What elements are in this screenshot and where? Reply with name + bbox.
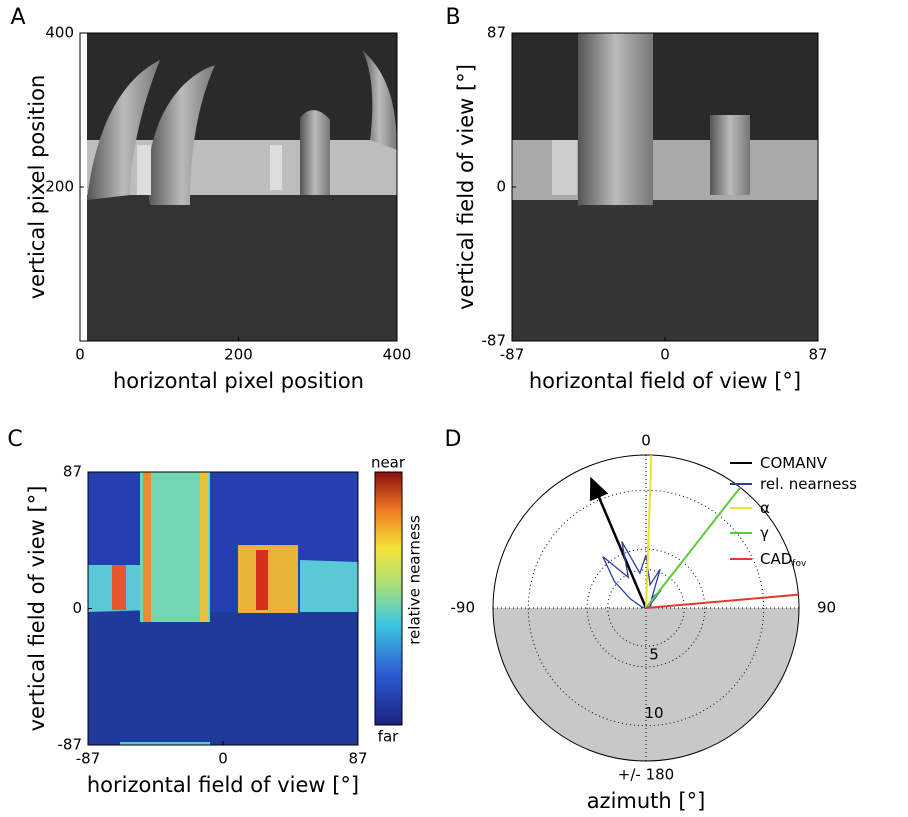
x-tick-label: 400: [383, 346, 412, 364]
y-tick-label: 400: [45, 24, 74, 42]
x-tick-label: 0: [218, 750, 228, 768]
legend-subscript: fov: [792, 559, 807, 569]
panel-letter: D: [445, 427, 462, 452]
scene-image: [512, 33, 818, 341]
colorbar-high-label: near: [371, 454, 406, 472]
vector-line: [646, 487, 740, 608]
y-axis-label: vertical field of view [°]: [454, 64, 478, 310]
vector-line: [591, 479, 646, 608]
page: {"chart_data": [ {"type": "image", "pane…: [0, 0, 908, 817]
x-tick-label: 0: [75, 346, 85, 364]
x-axis-label: horizontal field of view [°]: [87, 773, 359, 797]
legend-label: COMANV: [760, 454, 828, 472]
y-axis-label: vertical field of view [°]: [25, 486, 49, 732]
legend-name: COMANV: [760, 454, 828, 472]
legend-label: rel. nearness: [760, 475, 857, 493]
panel-letter: C: [7, 427, 22, 452]
legend-name: rel. nearness: [760, 475, 857, 493]
panel-letter: B: [445, 5, 460, 30]
x-axis-label: horizontal pixel position: [113, 369, 364, 393]
x-tick-label: 200: [224, 346, 253, 364]
y-tick-label: -87: [58, 736, 83, 754]
y-tick-label: 87: [487, 24, 506, 42]
legend-label: α: [760, 499, 770, 517]
angle-tick-label: -90: [451, 599, 476, 617]
y-axis-label: vertical pixel position: [25, 75, 49, 300]
angle-tick-label: +/- 180: [618, 766, 674, 784]
y-tick-label: 87: [63, 463, 82, 481]
y-tick-label: 200: [45, 178, 74, 196]
vector-line: [646, 595, 798, 608]
x-tick-label: 0: [660, 346, 670, 364]
r-tick-label: 10: [644, 704, 663, 722]
legend-name: γ: [760, 524, 769, 542]
scene-image: [87, 33, 397, 341]
legend-name: α: [760, 499, 770, 517]
y-tick-label: 0: [496, 178, 506, 196]
legend-label: γ: [760, 524, 769, 542]
body: A 0 200 400 200 400 horizontal pixel position v…: [0, 0, 908, 817]
colorbar-label: relative nearness: [406, 515, 424, 645]
figure: A 0 200 400 200 400 horizontal pixel position v…: [0, 0, 908, 817]
r-tick-label: 5: [649, 645, 659, 663]
x-tick-label: 87: [808, 346, 827, 364]
y-tick-label: -87: [482, 332, 507, 350]
x-axis-label: horizontal field of view [°]: [529, 369, 801, 393]
angle-tick-label: 0: [641, 432, 651, 450]
panel-letter: A: [10, 5, 25, 30]
x-axis-label: azimuth [°]: [587, 789, 706, 813]
colorbar-low-label: far: [378, 728, 399, 746]
x-tick-label: 87: [348, 750, 367, 768]
heatmap-image: [88, 472, 402, 745]
angle-tick-label: 90: [817, 599, 836, 617]
y-tick-label: 0: [72, 599, 82, 617]
legend-name: CAD: [760, 550, 792, 568]
